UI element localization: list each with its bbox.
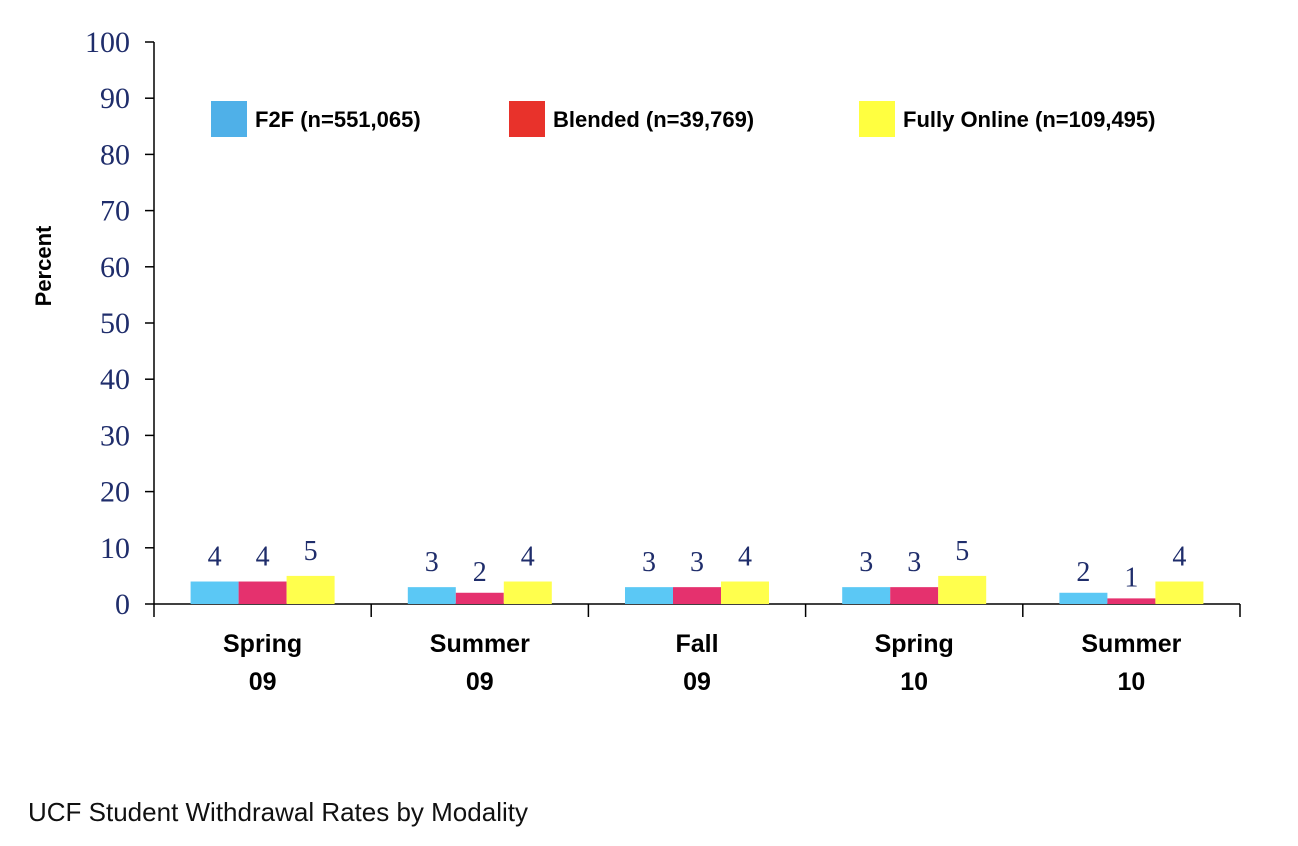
bar-f2f bbox=[407, 587, 456, 604]
withdrawal-rates-chart: Percent F2F (n=551,065) Blended (n=39,769… bbox=[31, 26, 1241, 696]
x-tick-label: 10 bbox=[1117, 668, 1145, 696]
data-label: 5 bbox=[955, 536, 969, 567]
data-label: 3 bbox=[642, 547, 656, 578]
data-label: 5 bbox=[304, 536, 318, 567]
y-tick-label: 20 bbox=[100, 476, 130, 509]
data-label: 4 bbox=[208, 542, 222, 573]
bar-blended bbox=[1107, 598, 1156, 604]
y-tick-label: 50 bbox=[100, 307, 130, 340]
bar-fully-online bbox=[503, 581, 552, 604]
y-tick-label: 30 bbox=[100, 419, 130, 452]
y-tick-label: 10 bbox=[100, 532, 130, 565]
y-tick-label: 60 bbox=[100, 251, 130, 284]
plot-area: 0 10 20 30 40 50 60 70 80 90 100 4 4 5 Spring 09 3 2 4 Summ… bbox=[85, 26, 1241, 696]
y-tick-label: 70 bbox=[100, 195, 130, 228]
bar-fully-online bbox=[286, 575, 335, 604]
data-label: 4 bbox=[521, 542, 535, 573]
bar-f2f bbox=[842, 587, 891, 604]
chart-container: Percent F2F (n=551,065) Blended (n=39,769… bbox=[31, 26, 1241, 696]
y-tick-label: 40 bbox=[100, 363, 130, 396]
data-label: 3 bbox=[907, 547, 921, 578]
legend-label: Blended (n=39,769) bbox=[553, 107, 754, 132]
bar-blended bbox=[673, 587, 721, 604]
x-tick-label: Fall bbox=[675, 630, 718, 658]
legend-label: F2F (n=551,065) bbox=[255, 107, 421, 132]
y-tick-label: 0 bbox=[115, 588, 130, 621]
y-tick-label: 100 bbox=[85, 26, 130, 59]
y-tick-label: 90 bbox=[100, 82, 130, 115]
legend-label: Fully Online (n=109,495) bbox=[903, 107, 1155, 132]
bar-fully-online bbox=[938, 575, 987, 604]
x-tick-label: 09 bbox=[249, 668, 277, 696]
x-tick-label: 09 bbox=[683, 668, 711, 696]
y-axis-title-group: Percent bbox=[31, 225, 56, 306]
bar-f2f bbox=[1059, 592, 1108, 604]
data-label: 2 bbox=[473, 557, 487, 588]
legend-swatch bbox=[509, 101, 545, 137]
data-label: 3 bbox=[690, 547, 704, 578]
data-label: 3 bbox=[859, 547, 873, 578]
y-tick-label: 80 bbox=[100, 138, 130, 171]
data-label: 4 bbox=[256, 542, 270, 573]
x-tick-label: Spring bbox=[223, 630, 302, 658]
y-axis-title: Percent bbox=[31, 225, 56, 306]
bar-f2f bbox=[625, 587, 673, 604]
legend-swatch bbox=[859, 101, 895, 137]
x-tick-label: 09 bbox=[466, 668, 494, 696]
data-label: 1 bbox=[1124, 562, 1138, 593]
legend: F2F (n=551,065) Blended (n=39,769) Fully O… bbox=[211, 101, 1155, 137]
bar-blended bbox=[455, 592, 504, 604]
x-tick-label: Summer bbox=[1081, 630, 1181, 658]
legend-swatch bbox=[211, 101, 247, 137]
bar-f2f bbox=[190, 581, 239, 604]
bar-fully-online bbox=[721, 581, 769, 604]
x-tick-label: 10 bbox=[900, 668, 928, 696]
x-tick-label: Summer bbox=[430, 630, 530, 658]
data-label: 4 bbox=[738, 542, 752, 573]
bar-fully-online bbox=[1155, 581, 1204, 604]
x-tick-label: Spring bbox=[875, 630, 954, 658]
bar-blended bbox=[238, 581, 287, 604]
chart-caption: UCF Student Withdrawal Rates by Modality bbox=[28, 797, 528, 827]
data-label: 4 bbox=[1172, 542, 1186, 573]
data-label: 2 bbox=[1076, 557, 1090, 588]
bar-blended bbox=[890, 587, 939, 604]
data-label: 3 bbox=[425, 547, 439, 578]
